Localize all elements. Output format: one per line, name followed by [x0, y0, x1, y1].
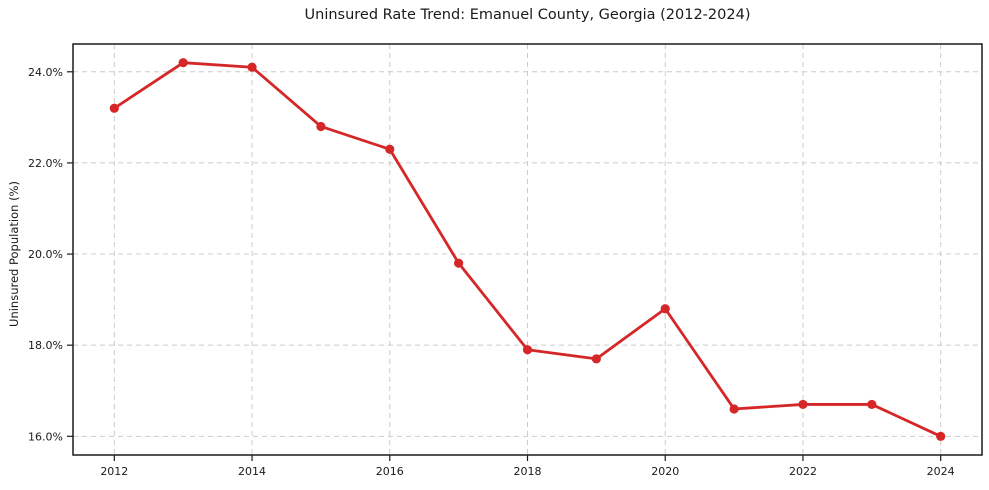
data-point-2017	[454, 258, 464, 268]
x-tick-label: 2024	[927, 465, 955, 478]
data-point-2018	[522, 345, 533, 355]
y-tick-label: 22.0%	[28, 157, 63, 170]
data-point-2014	[247, 62, 257, 72]
plot-border	[72, 43, 983, 456]
x-tick-label: 2012	[100, 465, 128, 478]
data-point-2019	[591, 354, 601, 364]
data-point-2012	[109, 103, 119, 113]
data-point-2016	[385, 144, 395, 154]
data-point-2013	[178, 58, 188, 68]
data-point-2015	[316, 121, 326, 132]
data-point-2020	[660, 304, 670, 314]
y-tick-label: 24.0%	[28, 66, 63, 79]
data-point-2022	[798, 399, 808, 410]
y-tick-label: 16.0%	[28, 430, 63, 443]
data-point-2023	[867, 399, 877, 410]
x-tick-label: 2018	[514, 465, 542, 478]
data-point-2021	[729, 404, 739, 414]
data-point-2024	[936, 431, 946, 441]
y-axis-title-text: Uninsured Population (%)	[7, 181, 21, 327]
x-tick-label: 2016	[376, 465, 404, 478]
x-tick-label: 2022	[789, 465, 817, 478]
x-tick-label: 2020	[651, 465, 679, 478]
y-tick-label: 20.0%	[28, 248, 63, 261]
y-tick-label: 18.0%	[28, 339, 63, 352]
chart-title: Uninsured Rate Trend: Emanuel County, Ge…	[304, 7, 751, 23]
x-tick-label: 2014	[238, 465, 266, 478]
